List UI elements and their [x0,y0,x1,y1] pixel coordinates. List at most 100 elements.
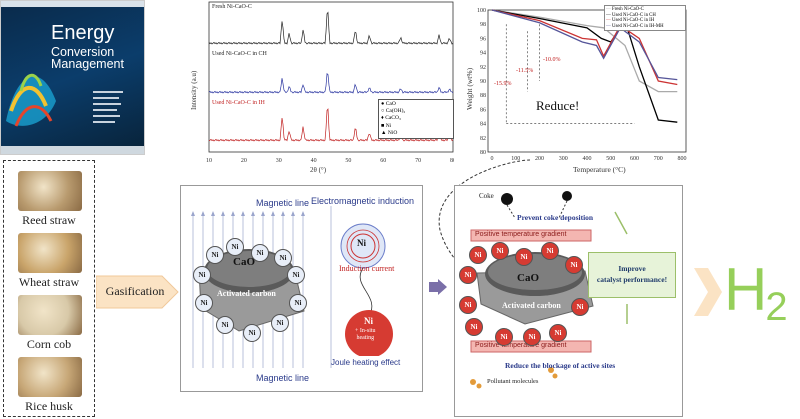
induction-current-label: Induction current [339,264,395,273]
gasification-label: Gasification [105,284,165,298]
tga-legend-item: — Used Ni-CaO-C in IH [606,18,655,24]
ni-particle: Ni [243,324,261,342]
xrd-xtick: 40 [311,158,317,164]
ni-particle: Ni [571,298,589,316]
xrd-trace [208,108,454,142]
feedstock-box: Reed straw Wheat straw Corn cob Rice hus… [3,160,95,417]
corn-cob-label: Corn cob [26,337,72,351]
tga-reduce-label: Reduce! [536,98,580,113]
tga-legend-item: — Used Ni-CaO-C in IH-MH [606,23,664,29]
induction-illustration [340,223,393,356]
tga-xtick: 100 [511,156,520,162]
tga-ytick: 86 [480,107,486,113]
xrd-trace [208,11,454,45]
ni-particle: Ni [541,242,559,260]
joule-heating-label: Joule heating effect [331,358,401,367]
tga-curve [491,9,678,81]
tga-annotation-1: -10.0% [543,57,561,63]
xrd-xtick: 70 [415,158,421,164]
tga-xtick: 300 [559,156,568,162]
corn-cob-image [18,295,82,335]
ni-particle: Ni [206,246,224,264]
benefits-cao-label: CaO [517,272,539,284]
xrd-xtick: 80 [450,158,454,164]
ni-particle: Ni [287,266,305,284]
tga-xtick: 200 [535,156,544,162]
ni-particle: Ni [459,296,477,314]
xrd-legend-item: ▲ NiO [381,129,398,136]
tga-xlabel: Temperature (°C) [573,165,626,174]
rice-husk-label: Rice husk [25,399,73,413]
tga-ytick: 84 [480,122,486,128]
ni-particle: Ni [289,294,307,312]
coke-label: Coke [479,192,494,200]
tga-legend: — Fresh Ni-CaO-C — Used Ni-CaO-C in CH —… [604,5,686,32]
tga-ytick: 92 [480,65,486,71]
ni-particle: Ni [515,248,533,266]
tga-ytick: 90 [480,79,486,85]
xrd-xtick: 50 [345,158,351,164]
ni-particle: Ni [549,324,567,342]
ni-particle: Ni [216,316,234,334]
activated-carbon-label: Activated carbon [217,289,276,298]
improve-box: Improve catalyst performance! [588,252,676,298]
xrd-legend-item: ■ Ni [381,122,392,129]
tga-annotation-2: -11.5% [516,68,534,74]
tga-xtick: 0 [491,156,494,162]
xrd-xtick: 20 [241,158,247,164]
ni-particle: Ni [195,294,213,312]
ni-particle: Ni [274,249,292,267]
tga-xtick: 700 [654,156,663,162]
xrd-trace [208,72,454,94]
xrd-trace-label-1: Fresh Ni-CaO-C [212,4,252,10]
tga-ytick: 100 [477,8,486,14]
tga-ytick: 88 [480,93,486,99]
xrd-xtick: 10 [206,158,212,164]
cover-swirl [6,73,56,127]
ni-hot-label: Ni [364,316,373,326]
benefits-illustration [470,191,628,389]
xrd-trace-label-2: Used Ni-CaO-C in CH [212,51,267,57]
wheat-straw-image [18,233,82,273]
magnetic-line-bottom-label: Magnetic line [256,373,310,383]
xrd-trace-label-3: Used Ni-CaO-C in IH [212,100,265,106]
gasification-arrow [96,275,179,309]
tga-xtick: 500 [606,156,615,162]
prevent-coke-label: Prevent coke deposition [517,213,594,222]
tga-legend-item: — Used Ni-CaO-C in CH [606,12,656,18]
tga-frame [487,9,687,153]
mechanism-panel: Magnetic line Magnetic line Electromagne… [180,185,423,392]
chevron-right-icon [694,268,722,316]
tga-ytick: 80 [480,150,486,156]
pollutant-label: Pollutant molecules [487,378,539,385]
xrd-legend-item: ○ Ca(OH)₂ [381,108,406,115]
ni-large-label: Ni [357,238,366,248]
panel-arrow [429,279,447,295]
tga-ytick: 98 [480,22,486,28]
ni-particle: Ni [459,266,477,284]
tga-ytick: 82 [480,136,486,142]
ni-particle: Ni [495,328,513,346]
wheat-straw-label: Wheat straw [18,275,80,289]
tga-xtick: 400 [583,156,592,162]
xrd-legend-item: ● CaO [381,101,396,107]
tga-legend-item: — Fresh Ni-CaO-C [606,7,644,12]
xrd-legend: ● CaO ○ Ca(OH)₂ ♦ CaCO₃ ■ Ni ▲ NiO [378,99,454,140]
cao-label: CaO [233,256,255,268]
ni-particle: Ni [193,266,211,284]
ni-particle: Ni [226,238,244,256]
ni-particle: Ni [523,328,541,346]
hydrogen-product: H2 [724,256,788,329]
benefits-panel: Coke Prevent coke deposition Positive te… [454,185,683,417]
xrd-xtick: 30 [276,158,282,164]
xrd-chart: 10 20 30 40 50 60 70 80 [206,1,454,164]
ni-particle: Ni [251,244,269,262]
gradient-top-label: Positive temperature gradient [475,231,567,238]
tga-annotation-3: -15.9% [494,81,512,87]
tga-ytick: 94 [480,51,486,57]
reduce-blockage-label: Reduce the blockage of active sites [505,361,616,370]
rice-husk-image [18,357,82,397]
reed-straw-image [18,171,82,211]
xrd-xtick: 60 [380,158,386,164]
